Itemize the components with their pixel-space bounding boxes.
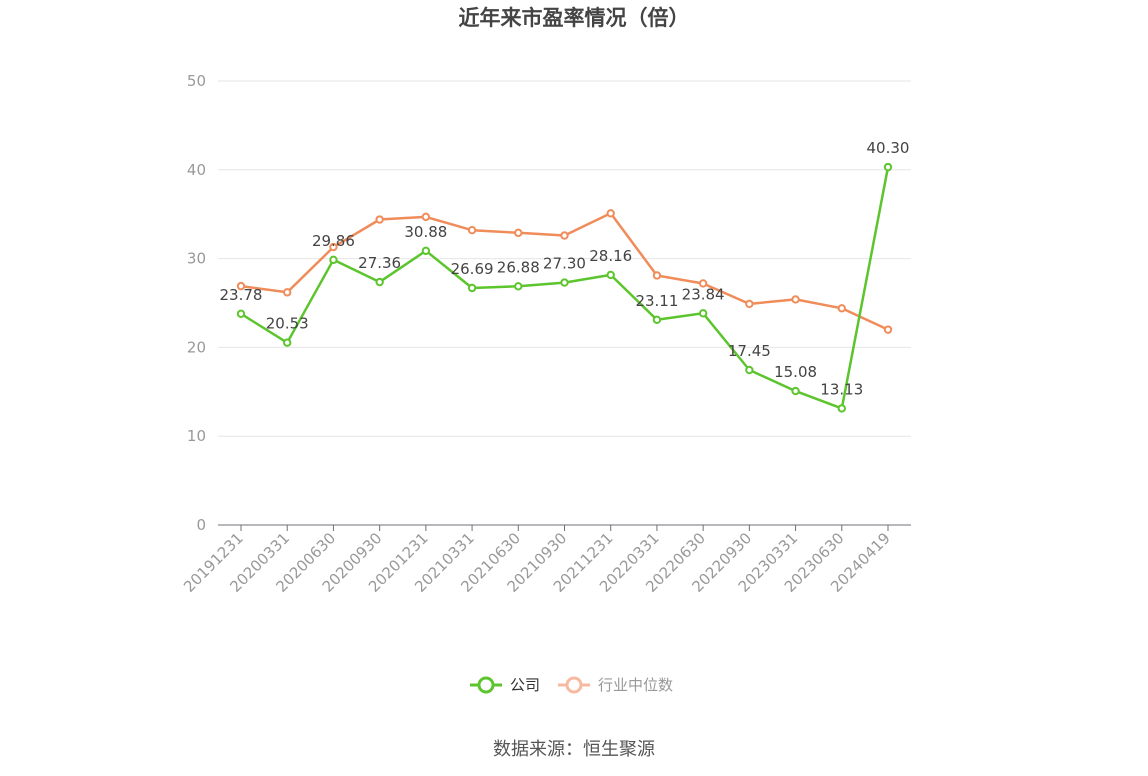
data-source: 数据来源：恒生聚源 xyxy=(493,739,655,760)
industry-median-data-point[interactable] xyxy=(467,225,477,235)
company-data-point[interactable] xyxy=(698,309,708,318)
company-data-point[interactable] xyxy=(745,365,754,375)
company-data-label: 23.84 xyxy=(682,285,725,303)
industry-median-data-point[interactable] xyxy=(791,295,800,304)
company-data-point[interactable] xyxy=(883,162,893,172)
industry-median-data-point[interactable] xyxy=(283,288,292,297)
company-data-label: 17.45 xyxy=(728,342,771,360)
industry-median-data-point[interactable] xyxy=(329,242,338,252)
industry-median-data-point[interactable] xyxy=(745,299,754,309)
company-data-point[interactable] xyxy=(791,386,800,396)
company-data-label: 29.86 xyxy=(312,232,355,250)
legend: 公司 行业中位数 xyxy=(470,676,673,694)
legend-industry-median-marker xyxy=(565,676,583,694)
company-data-point[interactable] xyxy=(329,255,338,265)
y-tick-label: 0 xyxy=(196,516,206,534)
legend-item-industry-median[interactable]: 行业中位数 xyxy=(558,676,673,694)
company-data-point[interactable] xyxy=(283,338,292,347)
industry-median-data-point[interactable] xyxy=(883,325,893,334)
legend-industry-median-label: 行业中位数 xyxy=(598,676,673,694)
industry-median-data-point[interactable] xyxy=(698,279,708,288)
company-data-label: 27.36 xyxy=(358,254,401,272)
legend-company-label: 公司 xyxy=(510,676,540,694)
chart-title: 近年来市盈率情况（倍） xyxy=(459,6,690,30)
industry-median-data-point[interactable] xyxy=(652,271,662,280)
company-data-point[interactable] xyxy=(560,278,569,287)
company-data-label: 13.13 xyxy=(820,380,863,398)
industry-median-data-point[interactable] xyxy=(606,209,615,218)
company-data-point[interactable] xyxy=(837,404,846,413)
company-data-label: 15.08 xyxy=(774,363,817,381)
legend-item-company[interactable]: 公司 xyxy=(470,676,540,694)
company-data-point[interactable] xyxy=(421,246,431,255)
company-data-label: 20.53 xyxy=(266,315,309,333)
industry-median-data-point[interactable] xyxy=(421,212,431,222)
company-data-point[interactable] xyxy=(467,283,477,293)
company-data-point[interactable] xyxy=(236,309,246,319)
legend-company-marker xyxy=(477,676,495,694)
company-data-label: 28.16 xyxy=(589,247,632,265)
company-data-label: 26.88 xyxy=(497,258,540,276)
company-data-label: 23.11 xyxy=(635,292,678,310)
y-tick-label: 50 xyxy=(187,72,206,90)
industry-median-data-point[interactable] xyxy=(560,231,569,240)
company-data-label: 26.69 xyxy=(451,260,494,278)
industry-median-data-point[interactable] xyxy=(514,228,523,238)
axes: 0102030405020191231202003312020063020200… xyxy=(180,72,911,596)
series-layer xyxy=(236,162,893,413)
industry-median-data-point[interactable] xyxy=(375,215,384,224)
company-data-label: 40.30 xyxy=(867,139,910,157)
company-data-point[interactable] xyxy=(375,277,384,287)
company-data-label: 30.88 xyxy=(404,223,447,241)
y-tick-label: 10 xyxy=(187,427,206,445)
company-data-point[interactable] xyxy=(514,282,523,291)
y-tick-label: 30 xyxy=(187,250,206,268)
company-data-label: 27.30 xyxy=(543,255,586,273)
industry-median-data-point[interactable] xyxy=(236,281,246,291)
y-tick-label: 20 xyxy=(187,338,206,356)
company-data-label: 23.78 xyxy=(220,286,263,304)
y-tick-label: 40 xyxy=(187,161,206,179)
industry-median-data-point[interactable] xyxy=(837,304,846,313)
company-data-point[interactable] xyxy=(652,315,662,324)
company-data-point[interactable] xyxy=(606,270,615,280)
